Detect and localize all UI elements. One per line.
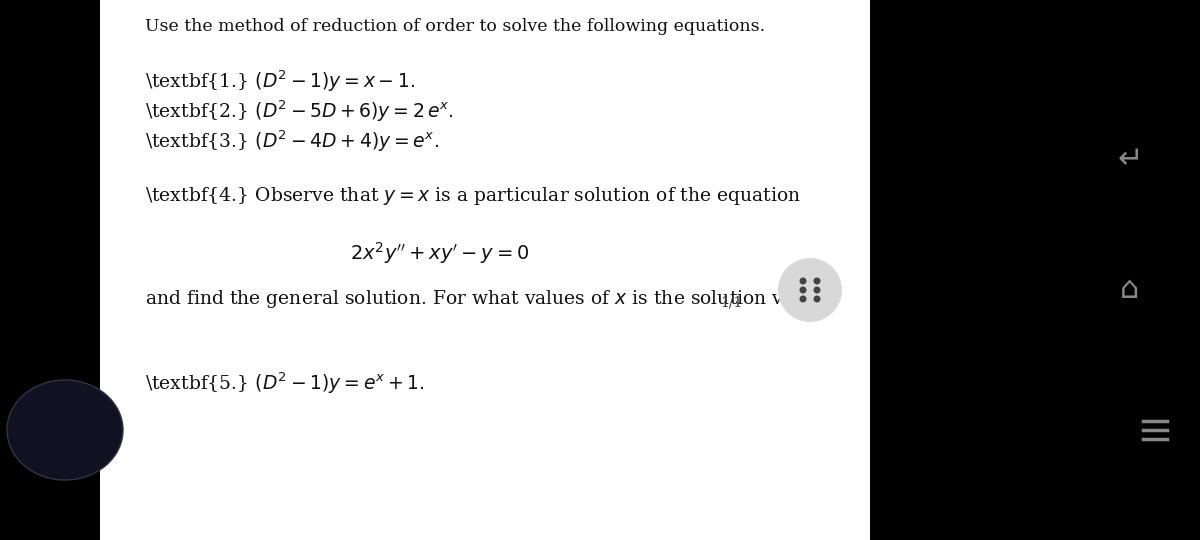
Circle shape [778, 258, 842, 322]
Circle shape [814, 287, 821, 294]
Ellipse shape [7, 380, 124, 480]
Circle shape [814, 278, 821, 285]
FancyBboxPatch shape [870, 0, 1200, 540]
Text: \textbf{5.} $(D^2 - 1)y = e^x + 1.$: \textbf{5.} $(D^2 - 1)y = e^x + 1.$ [145, 370, 425, 395]
Text: 1/1: 1/1 [720, 295, 743, 309]
Text: \textbf{3.} $(D^2 - 4D + 4)y = e^x.$: \textbf{3.} $(D^2 - 4D + 4)y = e^x.$ [145, 128, 439, 153]
Text: ↵: ↵ [1117, 145, 1142, 174]
Text: ⌂: ⌂ [1121, 275, 1140, 305]
Text: and find the general solution. For what values of $x$ is the solution valid?: and find the general solution. For what … [145, 288, 829, 310]
Circle shape [799, 287, 806, 294]
FancyBboxPatch shape [0, 0, 100, 540]
Circle shape [799, 278, 806, 285]
Text: \textbf{4.} Observe that $y = x$ is a particular solution of the equation: \textbf{4.} Observe that $y = x$ is a pa… [145, 185, 802, 207]
Text: \textbf{1.} $(D^2 - 1)y = x - 1.$: \textbf{1.} $(D^2 - 1)y = x - 1.$ [145, 68, 415, 93]
Text: \textbf{2.} $(D^2 - 5D + 6)y = 2\,e^x.$: \textbf{2.} $(D^2 - 5D + 6)y = 2\,e^x.$ [145, 98, 454, 124]
Text: $2x^2y'' + xy' - y = 0$: $2x^2y'' + xy' - y = 0$ [350, 240, 529, 266]
FancyBboxPatch shape [100, 0, 870, 540]
Text: Use the method of reduction of order to solve the following equations.: Use the method of reduction of order to … [145, 18, 766, 35]
Circle shape [799, 295, 806, 302]
Circle shape [814, 295, 821, 302]
